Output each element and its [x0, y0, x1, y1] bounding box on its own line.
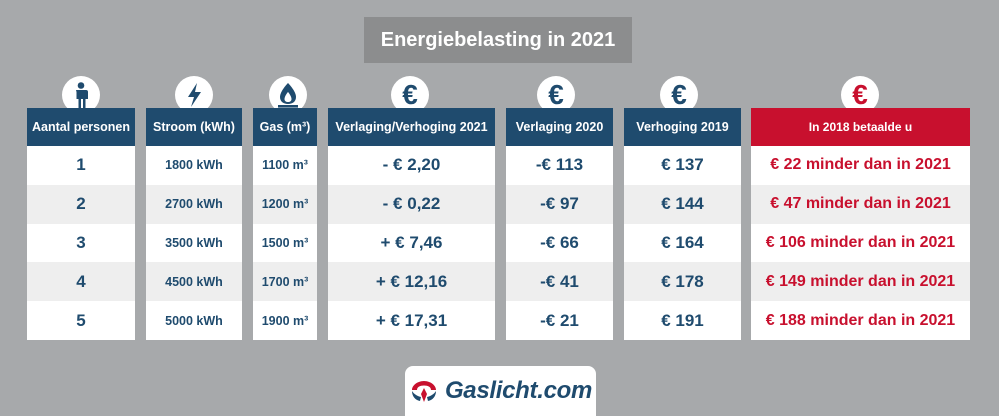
euro-icon: € [841, 76, 879, 114]
column-increase-2019: Verhoging 2019 € 137 € 144 € 164 € 178 €… [624, 108, 741, 340]
column-power: Stroom (kWh) 1800 kWh 2700 kWh 3500 kWh … [146, 108, 242, 340]
column-paid-2018: In 2018 betaalde u € 22 minder dan in 20… [751, 108, 970, 340]
table-cell: 1200 m³ [253, 184, 317, 224]
table-cell: € 191 [661, 310, 704, 330]
table-cell: 3500 kWh [165, 235, 223, 250]
column-reduction-2020: Verlaging 2020 -€ 113 -€ 97 -€ 66 -€ 41 … [506, 108, 613, 340]
logo-mark-icon [411, 381, 436, 402]
column-header: Gas (m³) [253, 108, 317, 146]
table-cell: 4500 kWh [146, 262, 242, 302]
table-cell: -€ 113 [535, 155, 584, 175]
table-cell: € 188 minder dan in 2021 [765, 311, 956, 329]
table-cell: 1 [76, 155, 86, 175]
table-cell: 1700 m³ [253, 262, 317, 302]
table-cell: 5 [76, 310, 86, 330]
column-persons: Aantal personen 1 2 3 4 5 [27, 108, 135, 340]
euro-icon: € [391, 76, 429, 114]
flame-icon [269, 76, 307, 114]
table-cell: - € 0,22 [328, 184, 495, 224]
table-cell: € 149 minder dan in 2021 [751, 262, 970, 302]
table-cell: € 137 [661, 155, 704, 175]
table-cell: - € 2,20 [382, 155, 441, 175]
table-cell: 2700 kWh [146, 184, 242, 224]
column-header: Verhoging 2019 [624, 108, 741, 146]
column-header: Stroom (kWh) [146, 108, 242, 146]
table-cell: -€ 21 [540, 310, 579, 330]
lightning-icon [175, 76, 213, 114]
title-box: Energiebelasting in 2021 [364, 17, 632, 63]
gaslicht-logo[interactable]: Gaslicht.com [405, 366, 596, 416]
table-cell: € 164 [661, 232, 704, 252]
table-cell: 1800 kWh [165, 158, 223, 173]
table-cell: 1500 m³ [261, 235, 309, 250]
column-header: Verlaging 2020 [506, 108, 613, 146]
table-cell: € 47 minder dan in 2021 [751, 184, 970, 224]
table-cell: + € 7,46 [380, 232, 443, 252]
logo-text: Gaslicht.com [444, 377, 593, 404]
table-cell: 3 [76, 232, 86, 252]
person-icon [62, 76, 100, 114]
table-cell: € 144 [624, 184, 741, 224]
table-cell: -€ 41 [506, 262, 613, 302]
euro-icon: € [537, 76, 575, 114]
column-header: Aantal personen [27, 108, 135, 146]
column-gas: Gas (m³) 1100 m³ 1200 m³ 1500 m³ 1700 m³… [253, 108, 317, 340]
table-cell: -€ 97 [506, 184, 613, 224]
table-cell: -€ 66 [540, 232, 579, 252]
table-cell: € 178 [624, 262, 741, 302]
column-change-2021: Verlaging/Verhoging 2021 - € 2,20 - € 0,… [328, 108, 495, 340]
table-cell: 1100 m³ [262, 158, 308, 173]
table-cell: 5000 kWh [165, 313, 223, 328]
table-cell: € 106 minder dan in 2021 [765, 233, 956, 251]
column-header: Verlaging/Verhoging 2021 [328, 108, 495, 146]
table-cell: 1900 m³ [261, 313, 309, 328]
table-cell: 4 [27, 262, 135, 302]
table-cell: + € 17,31 [375, 310, 448, 330]
table-cell: 2 [27, 184, 135, 224]
table-cell: € 22 minder dan in 2021 [770, 156, 951, 174]
column-header: In 2018 betaalde u [751, 108, 970, 146]
page-title: Energiebelasting in 2021 [380, 28, 616, 51]
table-cell: + € 12,16 [328, 262, 495, 302]
euro-icon: € [660, 76, 698, 114]
